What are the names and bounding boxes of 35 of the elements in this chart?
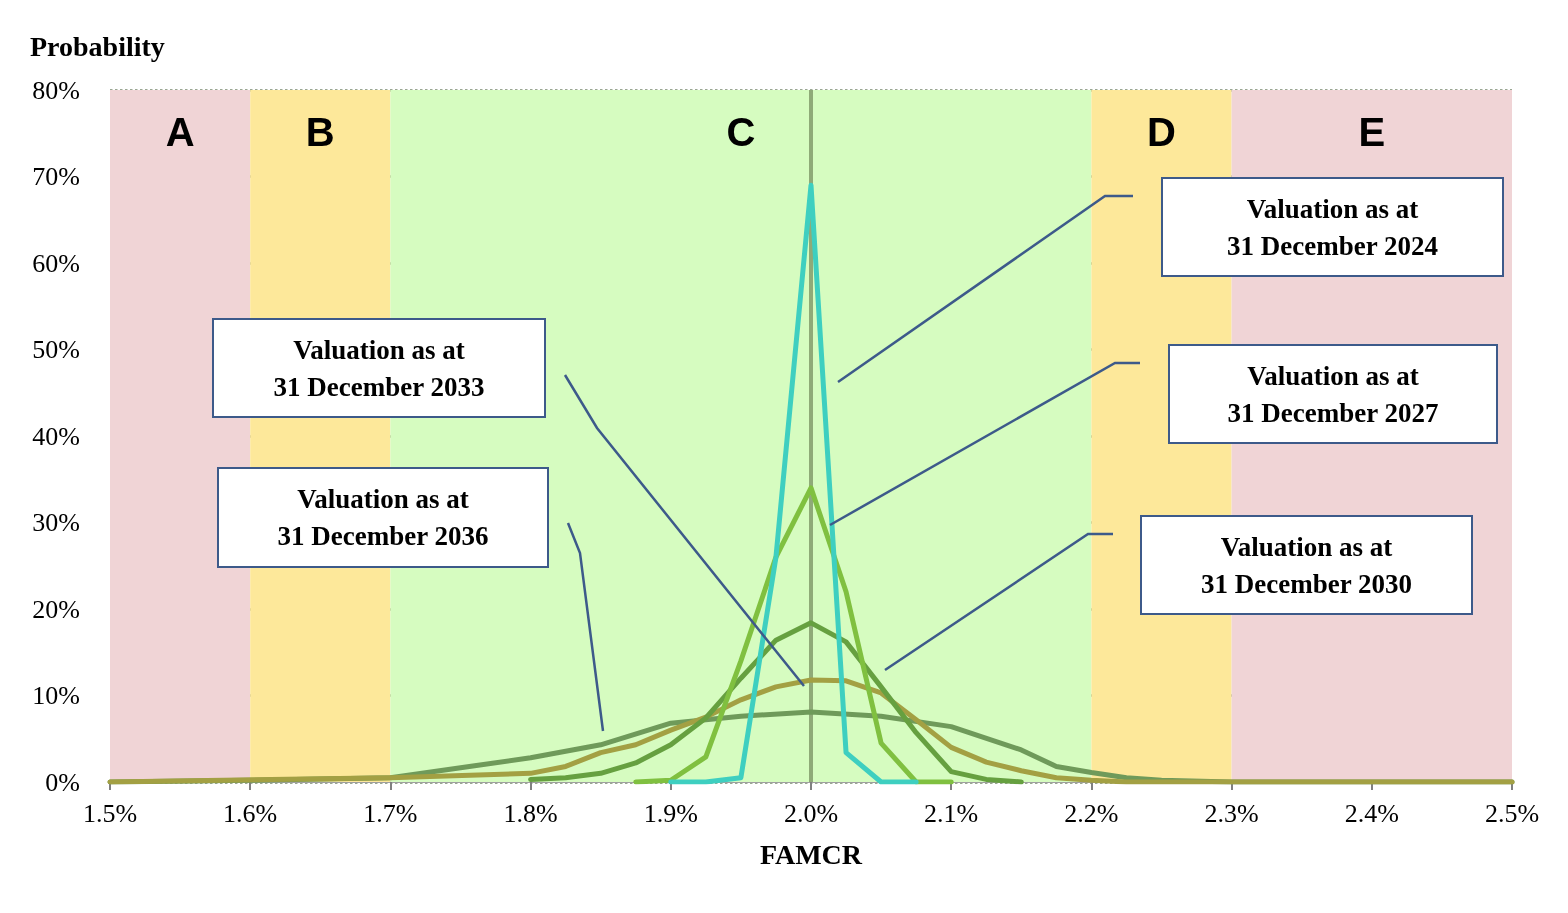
annotation: Valuation as at 31 December 2024 — [1227, 193, 1438, 261]
x-tick-label: 1.7% — [363, 798, 418, 828]
x-tick-label: 1.6% — [223, 798, 278, 828]
y-axis-title: Probability — [30, 30, 165, 62]
x-tick-label: 2.1% — [924, 798, 979, 828]
x-tick-label: 2.0% — [783, 798, 839, 828]
annotation: Valuation as at 31 December 2036 — [277, 484, 489, 551]
y-tick-label: 30% — [32, 508, 80, 537]
x-tick-label: 1.9% — [643, 798, 698, 828]
x-tick-label: 2.2% — [1064, 798, 1119, 828]
callout-box: Valuation as at 31 December 2027 — [829, 344, 1498, 527]
y-tick-label: 80% — [32, 75, 80, 105]
y-tick-label: 40% — [32, 421, 80, 451]
annotation: Valuation as at 31 December 2027 — [1227, 360, 1439, 428]
y-tick-label: 10% — [32, 681, 80, 710]
x-tick-label: 2.4% — [1344, 798, 1399, 828]
band-label: B — [305, 110, 335, 154]
band-label: A — [165, 110, 195, 154]
annotation: Valuation as at 31 December 2030 — [1201, 531, 1412, 599]
y-tick-label: 50% — [32, 335, 80, 364]
band-label: E — [1358, 110, 1386, 154]
callout-box: Valuation as at 31 December 2036 — [217, 467, 605, 732]
annotation: Valuation as at 31 December 2033 — [273, 334, 485, 402]
y-tick-label: 0% — [45, 767, 80, 797]
y-tick-label: 60% — [32, 248, 80, 278]
x-tick-label: 2.3% — [1204, 798, 1259, 828]
x-tick-label: 1.8% — [503, 798, 558, 828]
band-label: C — [726, 110, 756, 154]
x-axis-title: FAMCR — [759, 838, 863, 870]
y-tick-label: 20% — [32, 594, 80, 624]
callout-box: Valuation as at 31 December 2030 — [884, 515, 1473, 672]
x-tick-label: 1.5% — [82, 798, 138, 828]
band-label: D — [1147, 110, 1176, 154]
y-tick-label: 70% — [32, 162, 80, 191]
x-tick-label: 2.5% — [1484, 798, 1540, 828]
